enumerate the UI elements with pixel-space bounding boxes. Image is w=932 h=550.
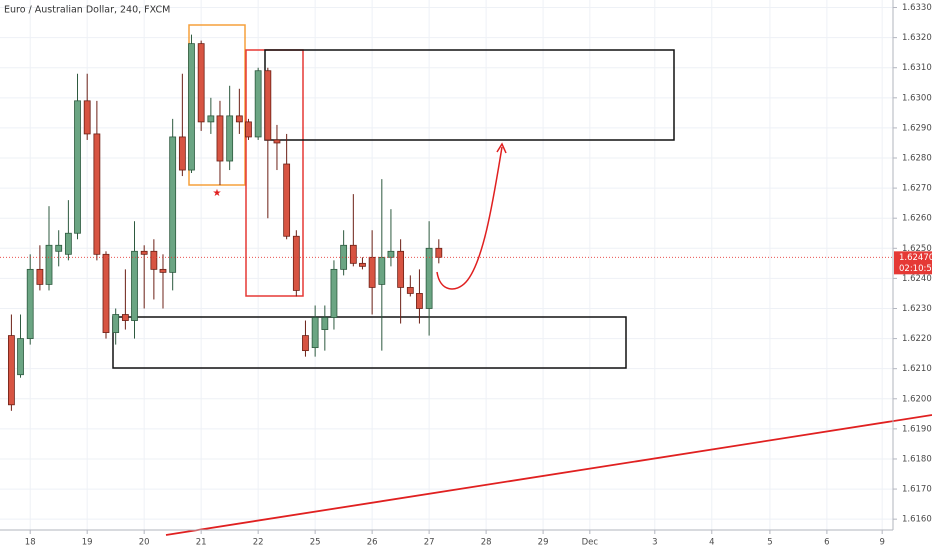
current-price-box bbox=[894, 251, 932, 275]
projection-arrow bbox=[436, 146, 503, 290]
candle-body bbox=[140, 250, 148, 255]
candle-body bbox=[368, 256, 376, 288]
candle-body bbox=[45, 244, 53, 285]
candle-body bbox=[321, 317, 329, 330]
y-tick-label: 1.62000 bbox=[902, 394, 932, 404]
candle-body bbox=[197, 43, 205, 123]
x-tick-label: 29 bbox=[538, 538, 549, 548]
x-tick-label: 3 bbox=[652, 538, 657, 548]
candle-body bbox=[397, 250, 405, 288]
y-tick-label: 1.63200 bbox=[902, 33, 932, 43]
candle-body bbox=[226, 115, 234, 162]
candle-body bbox=[112, 314, 120, 333]
drawings: ★ bbox=[112, 24, 932, 536]
y-tick-label: 1.62400 bbox=[902, 274, 932, 284]
candle-body bbox=[207, 115, 215, 123]
trend-line bbox=[165, 414, 932, 536]
candle-body bbox=[283, 163, 291, 237]
candle-body bbox=[235, 115, 243, 123]
candle-body bbox=[93, 133, 101, 255]
y-tick-label: 1.62100 bbox=[902, 364, 932, 374]
candle-body bbox=[330, 268, 338, 318]
x-tick-label: 22 bbox=[253, 538, 264, 548]
x-tick-label: 25 bbox=[310, 538, 321, 548]
y-tick-label: 1.61600 bbox=[902, 515, 932, 525]
candle-body bbox=[131, 250, 138, 321]
x-tick-label: 6 bbox=[824, 538, 829, 548]
y-tick-label: 1.62900 bbox=[902, 123, 932, 133]
candle-body bbox=[435, 247, 443, 258]
x-tick-label: Dec bbox=[582, 538, 599, 548]
candle-body bbox=[150, 250, 158, 270]
y-tick-label: 1.63300 bbox=[902, 3, 932, 13]
chart-title: Euro / Australian Dollar, 240, FXCM bbox=[4, 5, 170, 16]
star-marker: ★ bbox=[213, 188, 222, 199]
candle-body bbox=[359, 262, 366, 267]
candle-body bbox=[387, 250, 395, 258]
y-tick-label: 1.63100 bbox=[902, 63, 932, 73]
countdown-label: 02:10:51 bbox=[899, 264, 932, 274]
y-tick-label: 1.62200 bbox=[902, 334, 932, 344]
y-tick-label: 1.61800 bbox=[902, 454, 932, 464]
candle-body bbox=[245, 121, 252, 138]
candle-body bbox=[188, 43, 195, 171]
y-tick-label: 1.62700 bbox=[902, 184, 932, 194]
candle-body bbox=[425, 247, 433, 309]
candle-body bbox=[416, 293, 423, 309]
candle-body bbox=[83, 100, 91, 135]
x-tick-label: 28 bbox=[481, 538, 492, 548]
candle-body bbox=[264, 70, 272, 141]
candle-body bbox=[121, 314, 129, 321]
candle-body bbox=[378, 256, 386, 285]
x-tick-label: 26 bbox=[367, 538, 378, 548]
candle-body bbox=[406, 287, 414, 294]
candle-body bbox=[7, 335, 15, 406]
x-tick-label: 4 bbox=[709, 538, 714, 548]
demand-zone bbox=[112, 316, 627, 369]
candle-body bbox=[36, 268, 44, 285]
x-tick-label: 21 bbox=[196, 538, 207, 548]
candle-body bbox=[26, 268, 34, 339]
supply-zone bbox=[264, 49, 675, 141]
current-price-label: 1.62470 bbox=[899, 253, 932, 263]
candle-body bbox=[169, 136, 177, 273]
candle-body bbox=[216, 115, 224, 162]
candle-body bbox=[349, 244, 357, 264]
x-tick-label: 20 bbox=[139, 538, 150, 548]
candle-body bbox=[74, 100, 81, 234]
candle-body bbox=[178, 136, 186, 171]
candle-body bbox=[55, 244, 63, 252]
x-tick-label: 9 bbox=[879, 538, 884, 548]
y-tick-label: 1.62300 bbox=[902, 304, 932, 314]
candles bbox=[7, 34, 443, 411]
x-tick-label: 18 bbox=[25, 538, 36, 548]
candle-body bbox=[302, 335, 309, 352]
candle-body bbox=[159, 268, 167, 273]
candle-body bbox=[102, 253, 110, 333]
x-tick-label: 27 bbox=[424, 538, 435, 548]
y-tick-label: 1.62500 bbox=[902, 244, 932, 254]
candle-body bbox=[292, 235, 300, 291]
y-tick-label: 1.61900 bbox=[902, 424, 932, 434]
y-tick-label: 1.63000 bbox=[902, 93, 932, 103]
candle-body bbox=[17, 338, 24, 376]
candle-body bbox=[64, 232, 72, 255]
y-tick-label: 1.62800 bbox=[902, 154, 932, 164]
candle-body bbox=[273, 139, 281, 144]
y-tick-label: 1.62600 bbox=[902, 214, 932, 224]
candle-body bbox=[340, 244, 348, 270]
y-tick-label: 1.61700 bbox=[902, 485, 932, 495]
x-tick-label: 5 bbox=[767, 538, 772, 548]
arrow-head bbox=[496, 142, 507, 154]
candle-body bbox=[254, 70, 262, 138]
x-tick-label: 19 bbox=[82, 538, 93, 548]
candle-body bbox=[311, 317, 319, 349]
